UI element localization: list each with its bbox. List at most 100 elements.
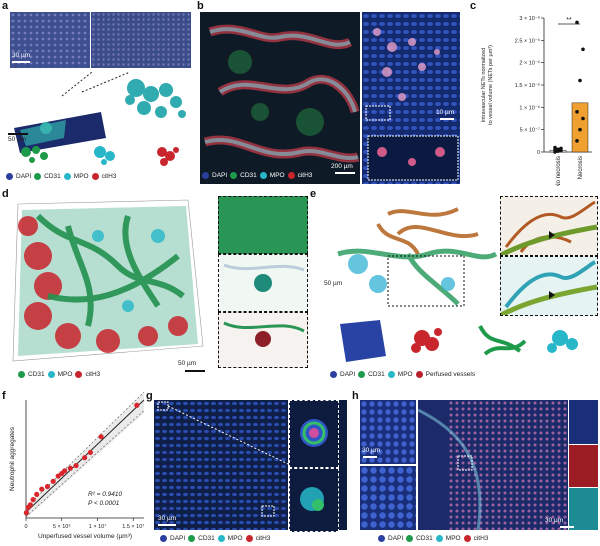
legend-mpo-swatch — [47, 371, 55, 378]
legend-cith3-swatch — [287, 172, 295, 179]
panel-b-main-image — [200, 12, 360, 184]
y-axis-label-line2: to vessel volume (NETs per µm³) — [488, 45, 494, 125]
x-tick-label: 0 — [24, 524, 27, 530]
panel-g-inset-bottom — [289, 468, 339, 532]
data-point — [55, 473, 61, 479]
panel-e-legend: DAPI CD31 MPO Perfused vessels — [330, 371, 475, 378]
panel-b-scalebar-inset — [440, 118, 454, 120]
panel-h-scalebar-left — [363, 456, 377, 458]
x-tick-label: 1 × 10⁷ — [89, 523, 106, 530]
y-tick-label: 2.5 × 10⁻⁶ — [515, 37, 540, 44]
panel-e-inset-top-svg — [499, 200, 598, 258]
ci-upper-line — [25, 392, 145, 508]
legend-cd31-label: CD31 — [368, 371, 385, 378]
panel-e-scale: 50 µm — [324, 280, 343, 287]
panel-a-legend: DAPI CD31 MPO citH3 — [6, 173, 116, 180]
legend-cd31-swatch — [406, 535, 414, 542]
data-point — [23, 510, 29, 516]
panel-h-strip-dapi — [569, 400, 598, 444]
legend-mpo-swatch — [63, 173, 71, 180]
legend-cd31-swatch — [34, 173, 42, 180]
y-tick-label: 1 × 10⁻⁶ — [519, 104, 540, 111]
panel-b-scale-main: 200 µm — [331, 163, 353, 170]
panel-a-normal-texture — [10, 12, 90, 68]
legend-cith3-swatch — [463, 535, 471, 542]
legend-mpo-label: MPO — [269, 172, 285, 179]
legend-cd31-swatch — [358, 371, 366, 378]
data-point — [581, 116, 585, 121]
panel-h-label: h — [352, 390, 359, 402]
panel-c-chart: 0 5 × 10⁻⁷ 1 × 10⁻⁶ 1.5 × 10⁻⁶ 2 × 10⁻⁶ 2.5 ×… — [481, 15, 592, 186]
legend-mpo-label: MPO — [445, 535, 461, 542]
panel-e-inset-bottom — [499, 256, 598, 318]
panel-h-main-texture — [417, 400, 568, 531]
panel-h-strip-mpo — [569, 488, 598, 530]
y-axis-label-line1: Intravascular NETs normalized — [481, 48, 487, 123]
legend-dapi-swatch — [378, 535, 385, 542]
panel-d-scalebar — [185, 370, 205, 372]
panel-h-inset-bl-svg — [360, 466, 416, 530]
legend-dapi-label: DAPI — [388, 535, 404, 542]
legend-cd31-label: CD31 — [416, 535, 433, 542]
legend-mpo-swatch — [217, 535, 225, 542]
panel-d-inset-cith3-svg — [223, 321, 305, 347]
legend-dapi-swatch — [202, 172, 209, 179]
panel-b-scale-inset: 10 µm — [436, 109, 455, 116]
legend-mpo-label: MPO — [57, 371, 73, 378]
y-tick-label: 5 × 10⁻⁷ — [520, 127, 540, 134]
panel-b-inset-texture — [362, 12, 460, 184]
data-point — [578, 78, 582, 83]
legend-dapi-swatch — [160, 535, 167, 542]
panel-a-title-necrotic: Necrotic — [124, 3, 150, 10]
panel-a-title-normal: Normal — [34, 3, 57, 10]
confidence-band — [26, 392, 144, 518]
panel-d-legend: CD31 MPO citH3 — [18, 371, 100, 378]
panel-a-label: a — [2, 0, 9, 12]
x-tick-label: 1.5 × 10⁷ — [122, 523, 144, 530]
panel-g-main-image — [154, 400, 289, 530]
panel-e-3d-render — [318, 194, 498, 312]
data-point — [62, 468, 68, 474]
legend-cith3-swatch — [91, 173, 99, 180]
x-tick-label: Necrosis — [578, 156, 584, 179]
legend-cd31-label: CD31 — [198, 535, 215, 542]
panel-g-scale: 30 µm — [158, 515, 177, 522]
panel-d-3d-render — [8, 196, 208, 368]
panel-e-inset-top — [499, 196, 598, 258]
data-point — [30, 497, 36, 503]
panel-h-strip-cith3 — [569, 445, 598, 487]
panel-g-legend: DAPI CD31 MPO citH3 — [160, 535, 270, 542]
data-point — [559, 146, 563, 151]
panel-d-render-svg — [12, 199, 204, 362]
panel-d-inset-mpo — [218, 254, 308, 312]
panel-d-inset-cith3 — [218, 312, 308, 368]
legend-dapi-label: DAPI — [170, 535, 186, 542]
legend-dapi-label: DAPI — [16, 173, 32, 180]
legend-cith3-label: citH3 — [473, 535, 489, 542]
data-point — [50, 478, 56, 484]
legend-cd31-swatch — [230, 172, 238, 179]
panel-h-main-image — [417, 400, 568, 531]
panel-e-inset-bottom-svg — [499, 260, 598, 318]
legend-cd31-label: CD31 — [28, 371, 45, 378]
legend-dapi-label: DAPI — [340, 371, 356, 378]
panel-d-label: d — [2, 188, 9, 200]
panel-f-chart: 0 5 × 10⁶ 1 × 10⁷ 1.5 × 10⁷ Unperfused vesse… — [9, 392, 145, 540]
data-point — [87, 449, 93, 456]
legend-mpo-swatch — [387, 371, 395, 378]
data-point — [34, 491, 40, 497]
panel-a-necrotic-image — [91, 12, 191, 68]
x-tick-label: 5 × 10⁶ — [53, 523, 71, 530]
panel-g-inset-top-svg — [300, 419, 328, 447]
y-tick-label: 2 × 10⁻⁶ — [519, 60, 540, 67]
panel-a-scalebar-bottom — [8, 133, 28, 135]
data-point — [575, 110, 579, 114]
data-point — [82, 455, 88, 461]
panel-a-scale-bottom: 50 µm — [8, 136, 27, 143]
panel-g-strip — [339, 400, 347, 530]
panel-b-legend: DAPI CD31 MPO citH3 — [202, 172, 312, 179]
data-point — [575, 20, 579, 25]
panel-d-inset-mpo-svg — [223, 263, 305, 292]
legend-cith3-label: citH3 — [297, 172, 313, 179]
data-point — [98, 434, 104, 440]
